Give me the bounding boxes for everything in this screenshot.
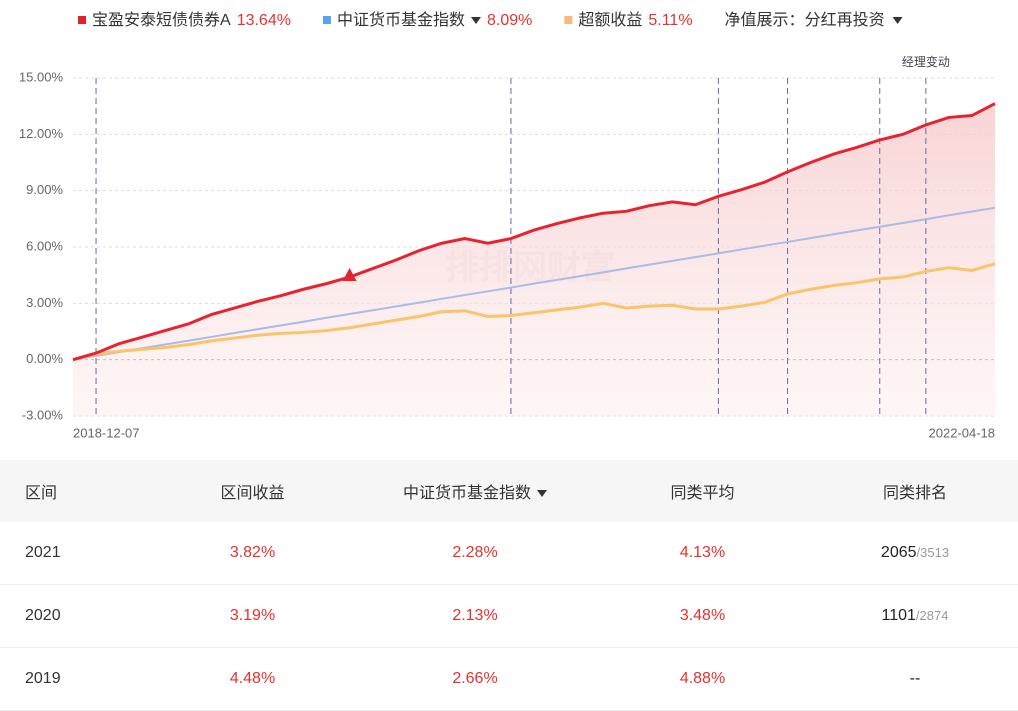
legend-name: 超额收益 <box>578 11 642 29</box>
header-cell: 中证货币基金指数 <box>360 479 590 503</box>
cell-text: 3.19% <box>229 607 276 624</box>
table-cell: 2065/3513 <box>815 544 1015 562</box>
header-cell: 同类排名 <box>815 479 1015 503</box>
header-text: 中证货币基金指数 <box>402 485 531 502</box>
table-cell: 2019 <box>0 670 145 688</box>
header-text: 同类排名 <box>882 485 947 502</box>
table-cell: 2020 <box>0 607 145 625</box>
cell-text: 4.88% <box>679 670 726 687</box>
y-tick-label: 0.00% <box>26 351 63 366</box>
dropdown-icon <box>470 17 481 24</box>
cell-text: 2020 <box>25 607 61 624</box>
cell-text: 2.13% <box>452 607 498 624</box>
table-header: 区间 区间收益 中证货币基金指数 同类平均 同类排名 <box>0 460 1018 522</box>
rank: 1101 <box>881 607 916 624</box>
dropdown-icon <box>537 490 547 498</box>
table-row: 2019 4.48% 2.66% 4.88% -- <box>0 648 1018 711</box>
y-tick-label: 12.00% <box>19 126 64 141</box>
series-line <box>72 102 996 362</box>
header-cell: 区间 <box>0 479 145 503</box>
table-cell: 3.48% <box>590 607 815 625</box>
header-cell: 同类平均 <box>590 479 815 503</box>
area <box>73 103 995 416</box>
header-text: 区间收益 <box>220 485 285 502</box>
y-tick-label: 6.00% <box>26 238 63 253</box>
cell-text: 4.48% <box>229 670 276 687</box>
rank: -- <box>909 670 921 687</box>
display-option: 分红再投资 <box>805 11 885 29</box>
cell-text: 2019 <box>25 670 61 687</box>
rank-total: /3513 <box>916 545 950 560</box>
table-cell: 4.88% <box>590 670 815 688</box>
y-tick-label: 9.00% <box>26 182 63 197</box>
legend-value: 5.11% <box>648 12 692 29</box>
legend-swatch <box>322 16 331 24</box>
rank-total: /2874 <box>915 608 949 623</box>
display-label: 净值展示： <box>725 11 805 29</box>
table-row: 2020 3.19% 2.13% 3.48% 1101/2874 <box>0 585 1018 648</box>
legend-value: 8.09% <box>487 12 532 29</box>
cell-text: 2.66% <box>452 670 498 687</box>
table-cell: 2021 <box>0 544 145 562</box>
table-cell: 4.48% <box>145 670 360 688</box>
table-cell: 3.19% <box>145 607 360 625</box>
table-cell: 2.28% <box>360 544 590 562</box>
legend-name: 中证货币基金指数 <box>337 11 465 29</box>
header-text: 区间 <box>25 485 58 502</box>
cell-text: 2.28% <box>452 544 498 561</box>
legend-swatch <box>78 16 86 24</box>
x-tick-label: 2022-04-18 <box>929 425 996 440</box>
table: 区间 区间收益 中证货币基金指数 同类平均 同类排名 2021 3.82% 2.28% 4.13… <box>0 460 1018 711</box>
table-cell: 3.82% <box>145 544 360 562</box>
series-line <box>72 262 996 362</box>
legend-value: 13.64% <box>237 12 291 29</box>
rank: 2065 <box>880 544 917 561</box>
y-tick-label: 3.00% <box>26 295 63 310</box>
header-text: 同类平均 <box>670 485 735 502</box>
cell-text: 2021 <box>25 544 61 561</box>
cell-text: 4.13% <box>679 544 726 561</box>
table-cell: -- <box>815 670 1015 688</box>
table-cell: 2.66% <box>360 670 590 688</box>
dropdown-icon <box>892 17 903 24</box>
cell-text: 3.82% <box>229 544 276 561</box>
series-line <box>72 206 996 361</box>
annotation: 经理变动 <box>902 54 950 69</box>
legend-swatch <box>564 16 573 24</box>
table-cell: 2.13% <box>360 607 590 625</box>
y-tick-label: -3.00% <box>22 407 64 422</box>
header-cell: 区间收益 <box>145 479 360 503</box>
table-cell: 1101/2874 <box>815 607 1015 625</box>
table-cell: 4.13% <box>590 544 815 562</box>
y-tick-label: 15.00% <box>19 69 64 84</box>
x-tick-label: 2018-12-07 <box>73 425 140 440</box>
buy-marker <box>342 268 357 282</box>
legend-name: 宝盈安泰短债债券A <box>92 11 231 29</box>
table-row: 2021 3.82% 2.28% 4.13% 2065/3513 <box>0 522 1018 585</box>
chart: 宝盈安泰短债债券A 13.64% 中证货币基金指数 8.09% 超额收益 5.11% 净值展… <box>19 11 996 440</box>
cell-text: 3.48% <box>679 607 726 624</box>
